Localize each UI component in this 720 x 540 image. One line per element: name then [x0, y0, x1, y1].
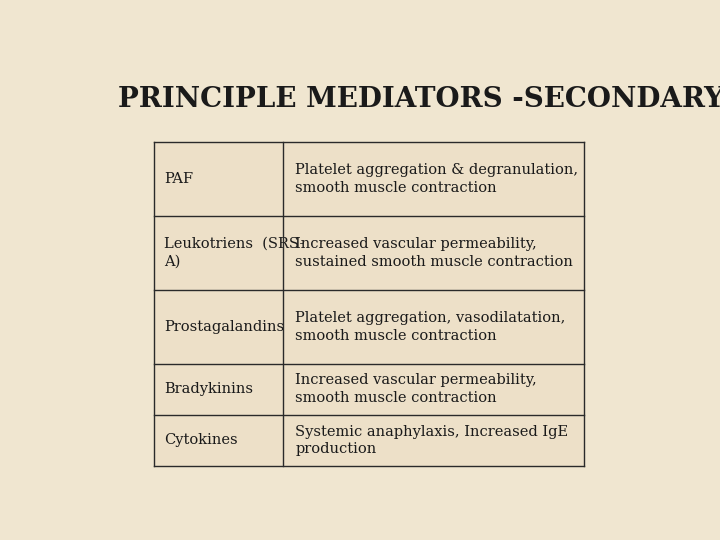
Text: Prostagalandins: Prostagalandins: [164, 320, 284, 334]
Text: Increased vascular permeability,
smooth muscle contraction: Increased vascular permeability, smooth …: [295, 373, 537, 405]
Text: Leukotriens  (SRS-
A): Leukotriens (SRS- A): [164, 237, 305, 268]
Text: Increased vascular permeability,
sustained smooth muscle contraction: Increased vascular permeability, sustain…: [295, 237, 573, 268]
Text: Platelet aggregation, vasodilatation,
smooth muscle contraction: Platelet aggregation, vasodilatation, sm…: [295, 310, 566, 342]
Text: PRINCIPLE MEDIATORS -SECONDARY: PRINCIPLE MEDIATORS -SECONDARY: [118, 85, 720, 113]
Text: Bradykinins: Bradykinins: [164, 382, 253, 396]
Text: PAF: PAF: [164, 172, 194, 186]
Text: Cytokines: Cytokines: [164, 434, 238, 448]
Text: Systemic anaphylaxis, Increased IgE
production: Systemic anaphylaxis, Increased IgE prod…: [295, 424, 569, 456]
Text: Platelet aggregation & degranulation,
smooth muscle contraction: Platelet aggregation & degranulation, sm…: [295, 163, 578, 194]
